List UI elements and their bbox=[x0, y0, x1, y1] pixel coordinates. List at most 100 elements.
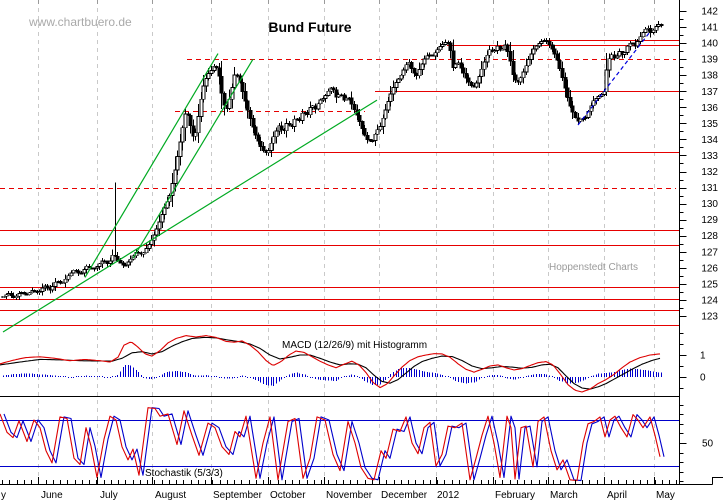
blue-trendline bbox=[577, 31, 651, 126]
candle-body bbox=[147, 243, 152, 249]
candle-body bbox=[336, 94, 341, 98]
candle-body bbox=[656, 24, 661, 27]
candle-body bbox=[37, 291, 42, 294]
month-label: April bbox=[607, 490, 627, 501]
candle-body bbox=[459, 62, 464, 69]
candle-body bbox=[659, 24, 664, 26]
candle-body bbox=[58, 281, 63, 284]
candle-body bbox=[589, 105, 594, 112]
candle-body bbox=[651, 29, 656, 33]
candle-body bbox=[399, 74, 404, 80]
green-trendline bbox=[2, 99, 378, 333]
candle-body bbox=[391, 87, 396, 95]
candle-body bbox=[641, 32, 646, 38]
candle-body bbox=[193, 132, 198, 137]
candle-body bbox=[300, 112, 305, 122]
candle-body bbox=[628, 42, 633, 47]
candle-body bbox=[178, 141, 183, 157]
candle-body bbox=[375, 129, 380, 135]
candle-body bbox=[443, 42, 448, 45]
candle-body bbox=[552, 48, 557, 55]
price-axis-label: 126 bbox=[701, 263, 718, 274]
candle-body bbox=[92, 267, 97, 270]
candle-body bbox=[505, 44, 510, 52]
candle-body bbox=[378, 126, 383, 131]
price-axis-label: 134 bbox=[701, 135, 718, 146]
candle-body bbox=[180, 127, 185, 143]
candle-body bbox=[279, 125, 284, 130]
candle-body bbox=[524, 65, 529, 73]
month-label: November bbox=[326, 490, 373, 501]
price-axis-label: 129 bbox=[701, 215, 718, 226]
candle-body bbox=[6, 293, 11, 296]
stochastic-panel bbox=[0, 407, 679, 482]
candle-body bbox=[261, 146, 266, 152]
candle-body bbox=[547, 41, 552, 46]
month-label: June bbox=[41, 490, 63, 501]
candle-body bbox=[365, 134, 370, 140]
candle-body bbox=[477, 76, 482, 84]
candle-body bbox=[157, 221, 162, 230]
candle-body bbox=[500, 48, 505, 51]
candle-body bbox=[222, 92, 227, 106]
candle-body bbox=[630, 42, 635, 45]
candle-body bbox=[485, 54, 490, 63]
candle-body bbox=[110, 254, 115, 262]
candle-body bbox=[401, 69, 406, 76]
price-axis-label: 128 bbox=[701, 231, 718, 242]
candle-body bbox=[256, 134, 261, 142]
candle-body bbox=[420, 63, 425, 70]
candle-body bbox=[313, 105, 318, 110]
macd-signal-line bbox=[0, 336, 661, 390]
candle-body bbox=[24, 293, 29, 296]
candle-body bbox=[511, 60, 516, 76]
candle-body bbox=[123, 264, 128, 267]
candle-body bbox=[82, 269, 87, 274]
candle-body bbox=[448, 42, 453, 52]
candle-body bbox=[430, 54, 435, 57]
candle-body bbox=[201, 85, 206, 100]
candle-body bbox=[573, 111, 578, 119]
candle-body bbox=[461, 67, 466, 74]
month-gridlines bbox=[38, 0, 655, 485]
candle-body bbox=[97, 263, 102, 267]
candle-body bbox=[243, 91, 248, 102]
candle-body bbox=[479, 68, 484, 77]
candle-body bbox=[531, 48, 536, 55]
candle-body bbox=[456, 62, 461, 65]
candle-body bbox=[126, 261, 131, 266]
candle-body bbox=[11, 295, 16, 299]
candle-body bbox=[373, 133, 378, 141]
month-label: February bbox=[495, 490, 535, 501]
candlestick-series bbox=[1, 21, 664, 301]
price-axis-label: 130 bbox=[701, 199, 718, 210]
price-axis-label: 140 bbox=[701, 39, 718, 50]
macd-panel bbox=[0, 335, 662, 393]
candle-body bbox=[316, 103, 321, 110]
candle-body bbox=[326, 90, 331, 96]
candle-body bbox=[196, 115, 201, 134]
candle-body bbox=[271, 136, 276, 144]
candle-body bbox=[297, 118, 302, 122]
time-axis: y June July August September October November D… bbox=[1, 0, 677, 501]
macd-axis-label: 1 bbox=[700, 351, 706, 362]
candle-body bbox=[521, 71, 526, 79]
candle-body bbox=[318, 99, 323, 105]
candle-body bbox=[217, 67, 222, 77]
candle-body bbox=[591, 100, 596, 107]
candle-body bbox=[199, 98, 204, 117]
candle-body bbox=[412, 68, 417, 74]
price-axis-label: 127 bbox=[701, 247, 718, 258]
candle-body bbox=[4, 294, 9, 297]
candle-body bbox=[557, 59, 562, 69]
candle-body bbox=[50, 286, 55, 291]
candle-body bbox=[183, 113, 188, 129]
candle-body bbox=[654, 26, 659, 31]
candle-body bbox=[464, 72, 469, 79]
candle-body bbox=[534, 45, 539, 50]
stochastic-d-line bbox=[3, 407, 665, 482]
candle-body bbox=[308, 107, 313, 116]
price-axis-label: 135 bbox=[701, 119, 718, 130]
